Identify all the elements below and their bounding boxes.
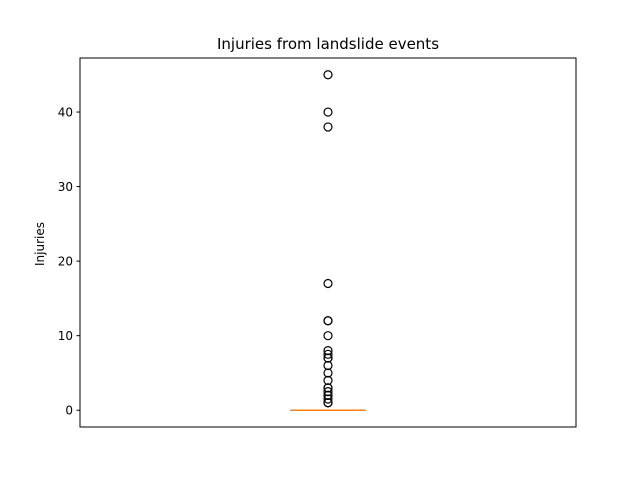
outlier-point bbox=[323, 386, 333, 397]
outlier-point bbox=[323, 70, 333, 80]
outlier-point bbox=[323, 331, 333, 341]
y-tick-label: 20 bbox=[58, 255, 73, 269]
outlier-point bbox=[323, 122, 333, 132]
plot-frame bbox=[79, 57, 577, 428]
outlier-point bbox=[323, 278, 333, 289]
outlier-point bbox=[323, 107, 333, 117]
y-tick-label: 40 bbox=[58, 106, 73, 120]
y-axis-label: Injuries bbox=[33, 222, 47, 266]
outlier-point bbox=[323, 316, 333, 326]
outlier-point bbox=[323, 345, 333, 356]
y-tick-label: 10 bbox=[58, 329, 73, 343]
chart-title: Injuries from landslide events bbox=[217, 35, 439, 53]
y-axis-ticks: 0 10 20 30 40 bbox=[58, 106, 80, 418]
y-tick-label: 30 bbox=[58, 180, 73, 194]
outlier-point bbox=[323, 349, 333, 359]
y-tick-label: 0 bbox=[65, 404, 73, 418]
plot-content bbox=[290, 70, 366, 411]
